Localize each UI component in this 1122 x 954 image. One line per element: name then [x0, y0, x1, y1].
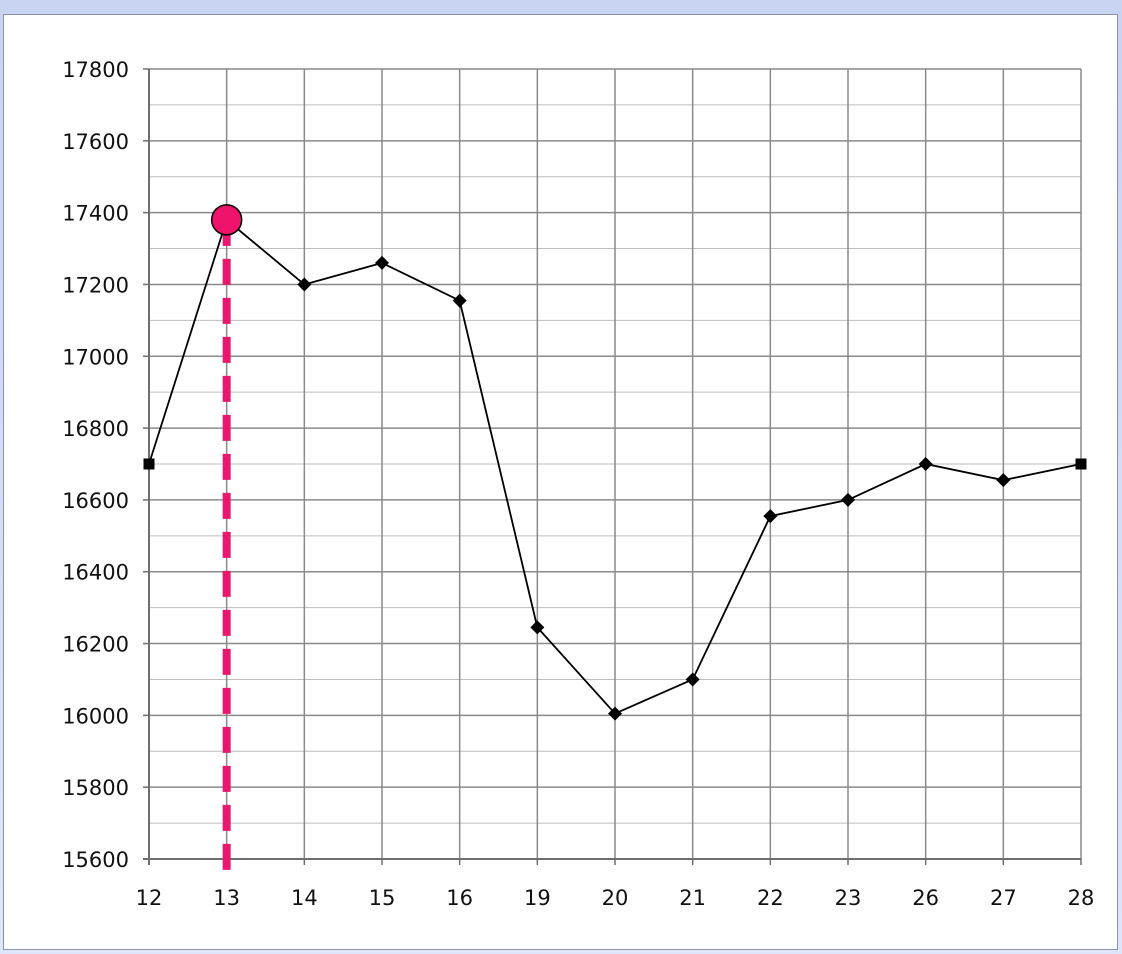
data-point [1075, 458, 1087, 470]
x-tick-label: 27 [990, 886, 1017, 910]
x-tick-label: 13 [213, 886, 240, 910]
data-point [143, 458, 155, 470]
x-tick-label: 20 [602, 886, 629, 910]
x-tick-label: 16 [446, 886, 473, 910]
data-point [375, 255, 389, 270]
y-tick-label: 16400 [62, 561, 129, 585]
x-tick-label: 21 [679, 886, 706, 910]
highlight-point [210, 204, 243, 236]
y-tick-label: 16800 [62, 417, 129, 441]
y-tick-label: 15600 [62, 848, 129, 872]
x-tick-label: 23 [835, 886, 862, 910]
x-tick-label: 14 [291, 886, 318, 910]
y-tick-label: 17200 [62, 273, 129, 297]
x-tick-label: 26 [912, 886, 939, 910]
data-point [918, 457, 933, 471]
data-point [297, 277, 312, 292]
y-tick-label: 17400 [62, 202, 129, 226]
data-point [608, 706, 622, 721]
x-tick-label: 28 [1068, 886, 1095, 910]
line-chart: 15600 15800 16000 16200 16400 16600 16800 17000… [62, 58, 1095, 910]
x-tick-label: 19 [524, 886, 551, 910]
data-point [763, 509, 778, 524]
data-point [685, 672, 700, 687]
x-tick-label: 22 [757, 886, 784, 910]
data-point [996, 473, 1011, 488]
data-point [841, 492, 855, 507]
chart-frame: 15600 15800 16000 16200 16400 16600 16800 17000… [3, 14, 1118, 950]
y-tick-label: 15800 [62, 776, 129, 800]
y-tick-label: 16000 [62, 704, 129, 728]
y-tick-label: 17000 [62, 345, 129, 369]
y-tick-label: 17800 [62, 58, 129, 82]
data-point [452, 293, 467, 308]
x-tick-label: 15 [369, 886, 396, 910]
data-point [530, 620, 545, 635]
x-tick-label: 12 [136, 886, 163, 910]
y-tick-label: 17600 [62, 130, 129, 154]
y-tick-label: 16200 [62, 633, 129, 657]
y-tick-label: 16600 [62, 489, 129, 513]
